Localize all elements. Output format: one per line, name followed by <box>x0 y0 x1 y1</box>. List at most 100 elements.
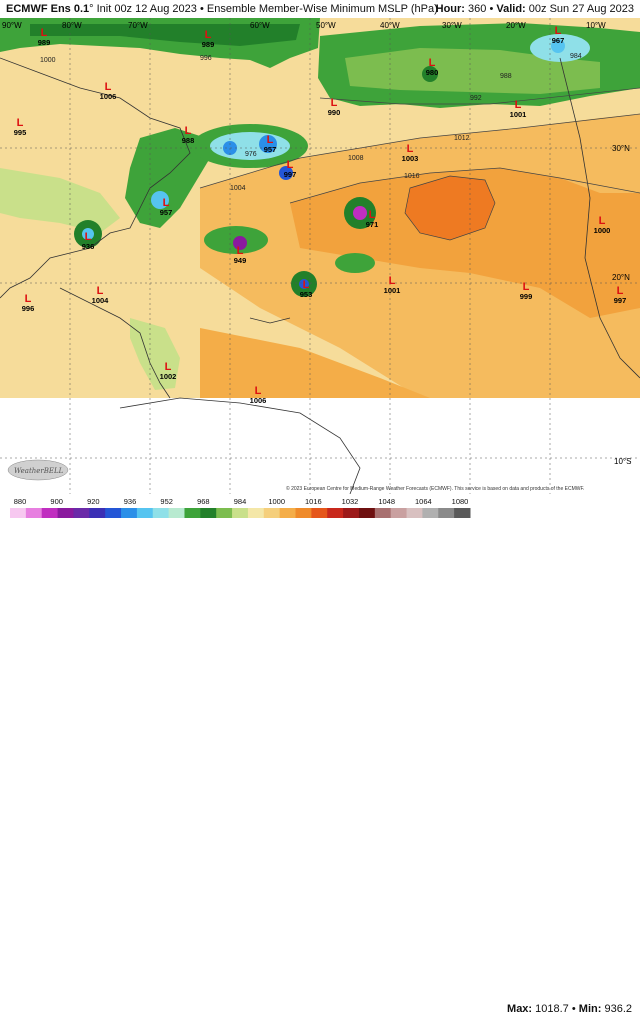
max-value: 1018.7 <box>535 1003 569 1015</box>
logo-text: WeatherBELL <box>14 467 64 475</box>
low-letter: L <box>555 25 562 37</box>
isobar-label: 996 <box>200 55 212 62</box>
colorbar-cell <box>73 508 90 518</box>
graticule <box>0 18 640 494</box>
low-value: 971 <box>366 220 379 229</box>
lon-label: 90°W <box>2 21 22 30</box>
low-letter: L <box>237 245 244 257</box>
lon-label-group: 90°W 80°W 70°W 60°W 50°W 40°W 30°W 20°W … <box>2 21 606 30</box>
isobar-label: 984 <box>570 53 582 60</box>
low-value: 967 <box>552 36 565 45</box>
colorbar-cell <box>41 508 59 518</box>
low-value: 997 <box>614 296 627 305</box>
low-value: 1002 <box>160 372 177 381</box>
storm-cluster-1-center <box>259 135 277 153</box>
low-value: 953 <box>300 290 313 299</box>
colorbar-tick-label: 1016 <box>305 497 322 506</box>
copyright-text: © 2023 European Centre for Medium-Range … <box>286 485 584 492</box>
low-letter: L <box>205 29 212 41</box>
min-value: 936.2 <box>604 1003 632 1015</box>
low-value: 1004 <box>92 296 110 305</box>
low-value: 957 <box>160 208 173 217</box>
low-value: 988 <box>182 136 195 145</box>
colorbar-cell <box>374 508 392 518</box>
central-america-coast <box>59 287 171 399</box>
isobar-label: 1008 <box>348 155 364 162</box>
colorbar-cell <box>57 508 74 518</box>
colorbar-tick-label: 952 <box>160 497 173 506</box>
colorbar-cell <box>10 508 27 518</box>
storm-6-core <box>299 279 309 289</box>
title-bar: ECMWF Ens 0.1° Init 00z 12 Aug 2023 • En… <box>0 0 640 18</box>
storm-10-core <box>551 39 565 53</box>
lon-label: 60°W <box>250 21 270 30</box>
low-letter: L <box>287 159 294 171</box>
low-value: 1001 <box>384 286 401 295</box>
low-letter: L <box>25 293 32 305</box>
colorbar-cell <box>343 508 360 518</box>
hour-label: Hour: <box>435 3 465 15</box>
max-label: Max: <box>507 1003 533 1015</box>
colorbar-tick-label: 1064 <box>415 497 432 506</box>
low-value: 936 <box>82 242 95 251</box>
lat-label: 10°S <box>614 457 631 466</box>
lat-label-group: 30°N 20°N 10°S <box>612 144 631 466</box>
colorbar-cell <box>311 508 328 518</box>
low-value: 949 <box>234 256 247 265</box>
colorbar-cell <box>454 508 471 518</box>
low-letter: L <box>41 27 48 39</box>
north-america-coast <box>0 57 191 299</box>
low-letter: L <box>523 281 530 293</box>
storm-7 <box>335 253 375 273</box>
colorbar-cell <box>327 508 344 518</box>
isobar-1000 <box>319 87 640 105</box>
colorbar-ticks: 880 900 920 936 952 968 984 1000 1016 1032 1048 106… <box>14 497 469 506</box>
bullet-separator: • <box>199 3 204 15</box>
isobar-1016 <box>404 175 496 241</box>
isobar-label-group: 1000 1004 1008 1012 1016 996 992 988 984… <box>40 53 582 192</box>
colorbar-cell <box>247 508 265 518</box>
init-time: Init 00z 12 Aug 2023 <box>96 3 197 15</box>
title-left: ECMWF Ens 0.1° Init 00z 12 Aug 2023 • En… <box>6 0 438 18</box>
colorbar-cell <box>25 508 43 518</box>
low-letter: L <box>599 215 606 227</box>
lon-label: 20°W <box>506 21 526 30</box>
isobar-label: 1000 <box>40 57 56 64</box>
isobar-label: 1012 <box>454 135 470 142</box>
valid-label: Valid: <box>496 3 526 15</box>
africa-coast <box>559 57 640 379</box>
degree-sign: ° <box>89 3 94 15</box>
colorbar-cell <box>89 508 106 518</box>
colorbar-cell <box>406 508 423 518</box>
valid-value: 00z Sun 27 Aug 2023 <box>528 3 634 15</box>
low-letter: L <box>97 285 104 297</box>
colorbar-cell <box>121 508 138 518</box>
low-value: 1001 <box>510 110 527 119</box>
low-value: 999 <box>520 292 533 301</box>
isobar-label: 1016 <box>404 173 420 180</box>
low-value: 1000 <box>594 226 611 235</box>
product-name: Ensemble Member-Wise Minimum MSLP (hPa) <box>206 3 438 15</box>
lon-label: 40°W <box>380 21 400 30</box>
bullet-separator: • <box>489 3 494 15</box>
low-value: 990 <box>328 108 341 117</box>
isobars <box>199 87 640 241</box>
low-value: 1006 <box>100 92 117 101</box>
low-letter: L <box>185 125 192 137</box>
colorbar-cell <box>105 508 122 518</box>
colorbar-tick-label: 1080 <box>452 497 469 506</box>
storm-8 <box>279 166 293 180</box>
low-value: 989 <box>38 38 51 47</box>
colorbar-cell <box>136 508 154 518</box>
model-name: ECMWF Ens 0.1 <box>6 3 90 15</box>
island-chain <box>249 317 291 324</box>
isobar-1008 <box>199 113 640 189</box>
isobar-label: 988 <box>500 73 512 80</box>
colorbar-tick-label: 968 <box>197 497 210 506</box>
low-letter: L <box>331 97 338 109</box>
colorbar-tick-label: 936 <box>124 497 137 506</box>
colorbar-cell <box>263 508 281 518</box>
low-letter: L <box>105 81 112 93</box>
colorbar-cell <box>422 508 439 518</box>
colorbar-tick-label: 1000 <box>268 497 285 506</box>
